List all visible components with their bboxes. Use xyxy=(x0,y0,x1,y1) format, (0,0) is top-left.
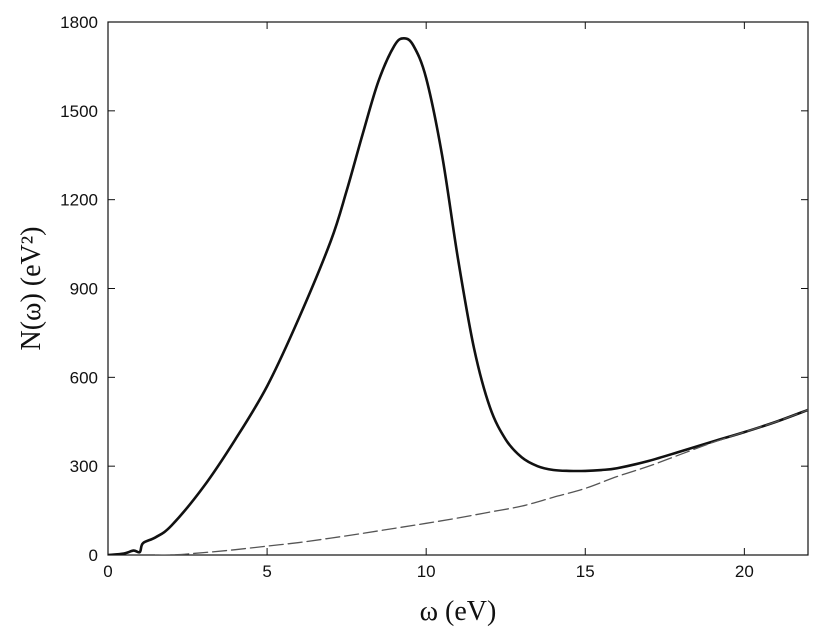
x-tick-label: 0 xyxy=(103,562,112,581)
dashed-series-line xyxy=(155,409,808,555)
x-tick-label: 20 xyxy=(735,562,754,581)
solid-series-line xyxy=(108,36,808,555)
y-tick-label: 1200 xyxy=(60,191,98,210)
y-tick-label: 1800 xyxy=(60,13,98,32)
y-tick-label: 300 xyxy=(70,457,98,476)
plot-area: 0 5 10 15 20 0 300 600 900 1200 1500 1800 xyxy=(60,13,809,581)
x-tick-label: 5 xyxy=(262,562,271,581)
y-tick-label: 0 xyxy=(89,546,98,565)
x-tick-label: 10 xyxy=(417,562,436,581)
x-tick-label: 15 xyxy=(576,562,595,581)
y-axis-label: N(ω) (eV²) xyxy=(16,227,47,351)
y-tick-label: 1500 xyxy=(60,102,98,121)
x-axis-label: ω (eV) xyxy=(420,596,497,627)
y-tick-label: 600 xyxy=(70,368,98,387)
y-tick-label: 900 xyxy=(70,280,98,299)
